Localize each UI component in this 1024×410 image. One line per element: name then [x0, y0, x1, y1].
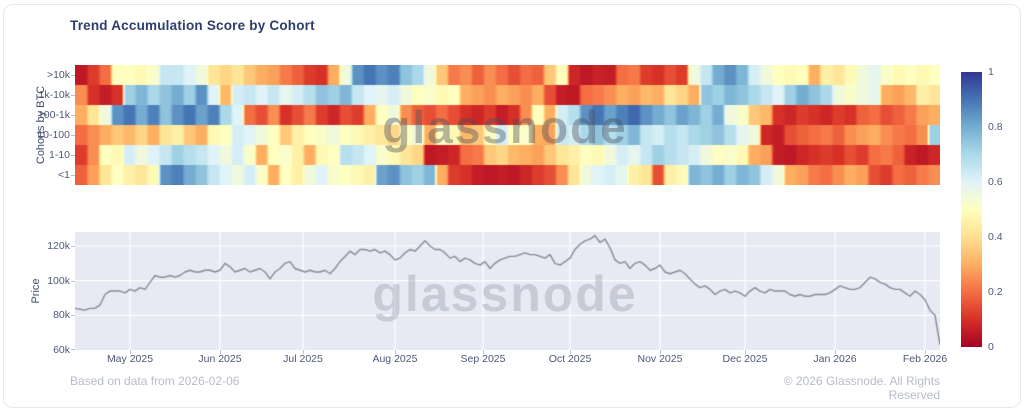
axis-tick-mark [71, 175, 75, 176]
x-axis: May 2025 Jun 2025 Jul 2025 Aug 2025 Sep … [75, 353, 947, 367]
x-tick-sep-2025: Sep 2025 [460, 353, 506, 365]
axis-tick-mark [130, 350, 131, 354]
colorbar-tick-0-2: 0.2 [988, 286, 1003, 298]
axis-tick-mark [303, 350, 304, 354]
axis-tick-mark [71, 315, 75, 316]
axis-tick-mark [745, 350, 747, 354]
axis-tick-mark [71, 135, 75, 136]
price-tick-100k: 100k [47, 275, 70, 287]
x-tick-feb-2026: Feb 2026 [902, 353, 948, 365]
axis-tick-mark [219, 350, 221, 354]
axis-tick-mark [71, 75, 75, 76]
heatmap-plot[interactable] [75, 65, 940, 185]
x-tick-jan-2026: Jan 2026 [813, 353, 857, 365]
heatmap-row-label-1k-10k: 1k-10k [38, 89, 70, 101]
data-source-note: Based on data from 2026-02-06 [70, 374, 240, 388]
axis-tick-mark [71, 281, 75, 282]
axis-tick-mark [394, 350, 396, 354]
x-tick-oct-2025: Oct 2025 [548, 353, 592, 365]
heatmap-row-label-gt10k: >10k [46, 69, 70, 81]
axis-tick-mark [925, 350, 927, 354]
heatmap-row-label-lt1: <1 [58, 169, 70, 181]
axis-tick-mark [71, 246, 75, 247]
heatmap-row-label-10-100: 10-100 [37, 129, 70, 141]
heatmap-row-label-1-10: 1-10 [48, 149, 70, 161]
axis-tick-mark [570, 350, 572, 354]
axis-tick-mark [71, 95, 75, 96]
axis-tick-mark [71, 115, 75, 116]
axis-tick-mark [483, 350, 485, 354]
price-tick-80k: 80k [53, 309, 70, 321]
price-y-axis-title: Price [30, 278, 42, 304]
x-tick-aug-2025: Aug 2025 [372, 353, 418, 365]
x-tick-may-2025: May 2025 [106, 353, 154, 365]
colorbar-tick-0-8: 0.8 [988, 121, 1003, 133]
x-tick-nov-2025: Nov 2025 [637, 353, 683, 365]
colorbar-gradient [961, 72, 982, 347]
colorbar-tick-0-6: 0.6 [988, 176, 1003, 188]
colorbar-tick-1: 1 [988, 66, 994, 78]
heatmap-row-label-100-1k: 100-1k [37, 109, 70, 121]
axis-tick-mark [659, 350, 661, 354]
copyright-note: © 2026 Glassnode. All Rights Reserved [783, 374, 940, 402]
price-tick-120k: 120k [47, 240, 70, 252]
axis-tick-mark [71, 155, 75, 156]
x-tick-jun-2025: Jun 2025 [198, 353, 242, 365]
price-plot[interactable] [75, 232, 940, 350]
axis-tick-mark [834, 350, 836, 354]
colorbar-tick-0-4: 0.4 [988, 231, 1003, 243]
x-tick-dec-2025: Dec 2025 [722, 353, 768, 365]
axis-tick-mark [71, 349, 75, 350]
chart-title: Trend Accumulation Score by Cohort [70, 18, 315, 33]
colorbar-tick-0: 0 [988, 341, 994, 353]
price-tick-60k: 60k [53, 344, 70, 356]
x-tick-jul-2025: Jul 2025 [283, 353, 323, 365]
